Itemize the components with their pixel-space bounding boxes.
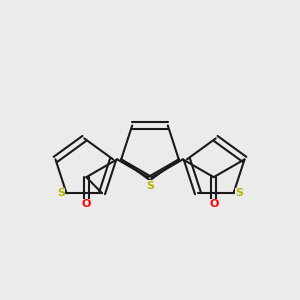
Text: S: S [235, 188, 243, 198]
Text: S: S [57, 188, 65, 198]
Text: S: S [146, 181, 154, 191]
Text: O: O [82, 200, 91, 209]
Text: O: O [209, 200, 218, 209]
